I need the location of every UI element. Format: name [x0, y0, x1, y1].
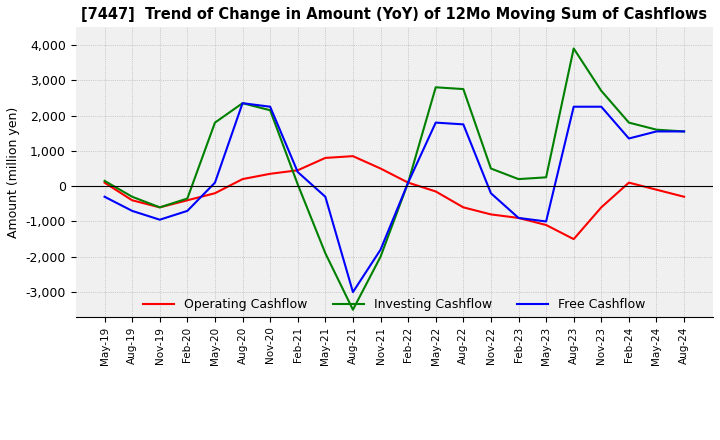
Y-axis label: Amount (million yen): Amount (million yen): [7, 106, 20, 238]
Operating Cashflow: [100, 180, 109, 185]
Operating Cashflow: [514, 215, 523, 220]
Investing Cashflow: [541, 175, 550, 180]
Free Cashflow: [404, 180, 413, 185]
Free Cashflow: [487, 191, 495, 196]
Free Cashflow: [156, 217, 164, 222]
Title: [7447]  Trend of Change in Amount (YoY) of 12Mo Moving Sum of Cashflows: [7447] Trend of Change in Amount (YoY) o…: [81, 7, 707, 22]
Operating Cashflow: [294, 168, 302, 173]
Operating Cashflow: [431, 189, 440, 194]
Investing Cashflow: [459, 86, 467, 92]
Investing Cashflow: [377, 254, 385, 260]
Investing Cashflow: [128, 194, 137, 199]
Investing Cashflow: [680, 129, 688, 134]
Free Cashflow: [321, 194, 330, 199]
Free Cashflow: [348, 290, 357, 295]
Investing Cashflow: [156, 205, 164, 210]
Free Cashflow: [294, 169, 302, 175]
Legend: Operating Cashflow, Investing Cashflow, Free Cashflow: Operating Cashflow, Investing Cashflow, …: [138, 293, 651, 316]
Operating Cashflow: [156, 205, 164, 210]
Free Cashflow: [597, 104, 606, 110]
Operating Cashflow: [541, 222, 550, 227]
Operating Cashflow: [652, 187, 661, 192]
Investing Cashflow: [570, 46, 578, 51]
Free Cashflow: [266, 104, 274, 110]
Free Cashflow: [128, 208, 137, 213]
Free Cashflow: [377, 247, 385, 253]
Free Cashflow: [570, 104, 578, 110]
Investing Cashflow: [321, 251, 330, 256]
Free Cashflow: [624, 136, 633, 141]
Free Cashflow: [680, 129, 688, 134]
Investing Cashflow: [404, 180, 413, 185]
Operating Cashflow: [266, 171, 274, 176]
Investing Cashflow: [431, 84, 440, 90]
Operating Cashflow: [377, 166, 385, 171]
Operating Cashflow: [624, 180, 633, 185]
Free Cashflow: [514, 215, 523, 220]
Investing Cashflow: [211, 120, 220, 125]
Operating Cashflow: [404, 180, 413, 185]
Free Cashflow: [183, 208, 192, 213]
Free Cashflow: [100, 194, 109, 199]
Operating Cashflow: [238, 176, 247, 182]
Operating Cashflow: [211, 191, 220, 196]
Free Cashflow: [541, 219, 550, 224]
Operating Cashflow: [487, 212, 495, 217]
Line: Operating Cashflow: Operating Cashflow: [104, 156, 684, 239]
Operating Cashflow: [321, 155, 330, 161]
Free Cashflow: [652, 129, 661, 134]
Investing Cashflow: [652, 127, 661, 132]
Investing Cashflow: [348, 307, 357, 312]
Investing Cashflow: [597, 88, 606, 93]
Operating Cashflow: [597, 205, 606, 210]
Operating Cashflow: [570, 236, 578, 242]
Investing Cashflow: [624, 120, 633, 125]
Operating Cashflow: [183, 198, 192, 203]
Investing Cashflow: [487, 166, 495, 171]
Line: Free Cashflow: Free Cashflow: [104, 103, 684, 292]
Free Cashflow: [211, 180, 220, 185]
Operating Cashflow: [459, 205, 467, 210]
Free Cashflow: [459, 122, 467, 127]
Investing Cashflow: [294, 182, 302, 187]
Investing Cashflow: [514, 176, 523, 182]
Operating Cashflow: [128, 198, 137, 203]
Investing Cashflow: [238, 101, 247, 106]
Investing Cashflow: [266, 108, 274, 113]
Investing Cashflow: [100, 178, 109, 183]
Investing Cashflow: [183, 196, 192, 201]
Operating Cashflow: [348, 154, 357, 159]
Free Cashflow: [238, 101, 247, 106]
Free Cashflow: [431, 120, 440, 125]
Line: Investing Cashflow: Investing Cashflow: [104, 48, 684, 310]
Operating Cashflow: [680, 194, 688, 199]
